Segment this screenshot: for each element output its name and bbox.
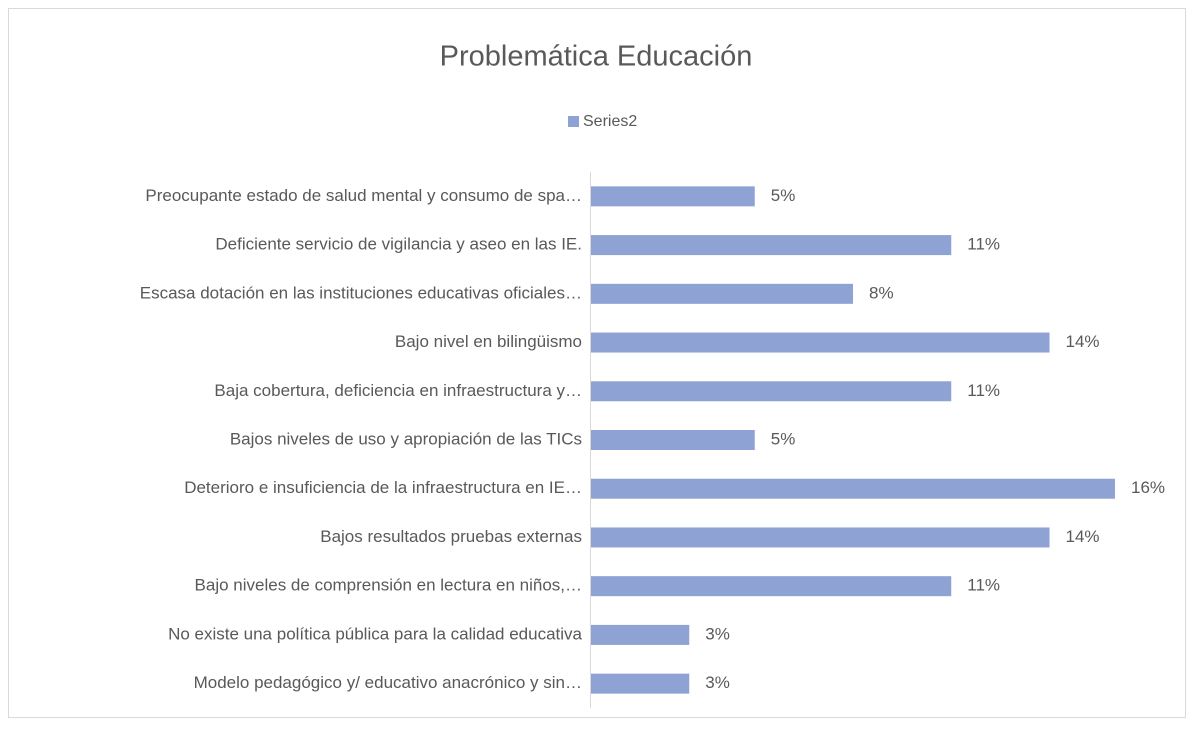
- value-label: 3%: [705, 624, 730, 643]
- legend-label: Series2: [583, 113, 637, 130]
- bar: [591, 186, 755, 207]
- bar: [591, 235, 952, 256]
- bar: [591, 430, 755, 450]
- value-label: 11%: [967, 235, 1000, 254]
- value-label: 3%: [705, 673, 730, 692]
- bar: [591, 381, 952, 402]
- category-label: Escasa dotación en las instituciones edu…: [140, 283, 582, 302]
- value-label: 11%: [967, 381, 1000, 400]
- chart-title: Problemática Educación: [440, 41, 753, 73]
- chart-border: [8, 8, 1186, 718]
- category-label: Bajo nivel en bilingüismo: [395, 332, 582, 351]
- bar: [591, 576, 952, 597]
- category-label: Deficiente servicio de vigilancia y aseo…: [215, 235, 582, 254]
- bar: [591, 527, 1050, 548]
- category-label: Baja cobertura, deficiencia en infraestr…: [214, 381, 582, 400]
- bar: [591, 624, 690, 645]
- category-label: Bajos niveles de uso y apropiación de la…: [230, 429, 582, 448]
- value-label: 14%: [1066, 332, 1100, 351]
- value-label: 14%: [1066, 527, 1100, 546]
- legend-swatch: [568, 116, 579, 127]
- value-label: 5%: [771, 429, 796, 448]
- value-label: 11%: [967, 576, 1000, 595]
- bar: [591, 478, 1115, 499]
- category-label: Deterioro e insuficiencia de la infraest…: [184, 478, 582, 497]
- value-label: 5%: [771, 186, 796, 205]
- category-label: Preocupante estado de salud mental y con…: [145, 186, 582, 205]
- bar: [591, 673, 690, 694]
- bar: [591, 332, 1050, 353]
- category-label: No existe una política pública para la c…: [168, 624, 582, 643]
- bar: [591, 283, 853, 304]
- value-label: 16%: [1131, 478, 1165, 497]
- value-label: 8%: [869, 283, 894, 302]
- category-label: Modelo pedagógico y/ educativo anacrónic…: [194, 673, 582, 692]
- category-label: Bajo niveles de comprensión en lectura e…: [195, 576, 582, 595]
- category-label: Bajos resultados pruebas externas: [320, 527, 582, 546]
